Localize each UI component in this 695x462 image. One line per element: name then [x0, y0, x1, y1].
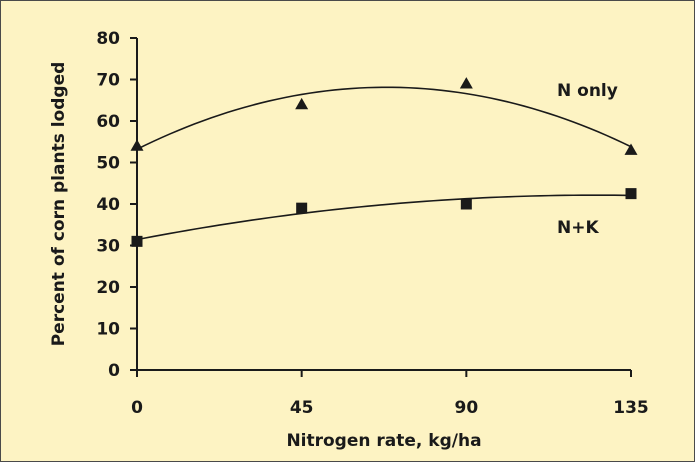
y-axis-title: Percent of corn plants lodged [49, 62, 69, 347]
y-tick-label: 60 [96, 112, 120, 132]
point-n-only [130, 139, 144, 151]
point-n-plus-k [296, 202, 308, 214]
series-label-n-plus-k: N+K [557, 218, 599, 238]
trendline-n-only [136, 86, 632, 150]
point-n-plus-k [131, 235, 143, 247]
y-tick-label: 40 [96, 195, 120, 215]
y-tick-label: 30 [96, 237, 120, 257]
trendline-n-plus-k [136, 194, 632, 241]
y-tick-label: 50 [96, 154, 120, 174]
point-n-plus-k [460, 198, 472, 210]
y-tick-label: 80 [96, 29, 120, 49]
y-ticks: 0 10 20 30 40 50 60 70 80 [96, 29, 137, 381]
x-tick-label: 90 [454, 398, 478, 418]
point-n-only [624, 143, 638, 155]
x-tick-label: 135 [613, 398, 649, 418]
point-n-plus-k [625, 188, 637, 200]
y-tick-label: 20 [96, 278, 120, 298]
x-tick-label: 45 [290, 398, 314, 418]
x-ticks: 0 45 90 135 [131, 370, 649, 418]
x-axis-title: Nitrogen rate, kg/ha [286, 431, 481, 451]
y-tick-label: 70 [96, 71, 120, 91]
y-tick-label: 0 [108, 361, 120, 381]
y-tick-label: 10 [96, 320, 120, 340]
point-n-only [295, 97, 309, 110]
point-n-only [459, 77, 473, 89]
data-points [130, 77, 638, 247]
trendlines [136, 86, 632, 241]
x-tick-label: 0 [131, 398, 143, 418]
series-label-n-only: N only [557, 81, 618, 101]
